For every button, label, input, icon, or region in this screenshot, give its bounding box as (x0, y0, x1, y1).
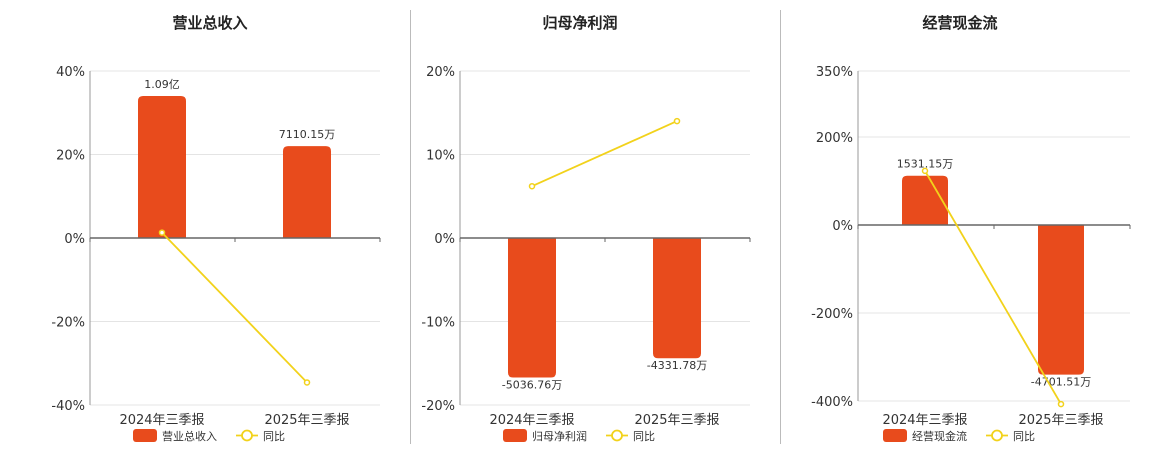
y-tick-label: -40% (51, 399, 85, 414)
y-tick-label: -20% (51, 316, 85, 331)
data-label: -4331.78万 (647, 359, 707, 372)
data-label: -5036.76万 (502, 378, 562, 391)
x-tick-label: 2025年三季报 (1018, 413, 1103, 428)
x-tick-label: 2024年三季报 (882, 413, 967, 428)
y-tick-label: 40% (56, 65, 85, 80)
legend-label: 同比 (263, 430, 285, 443)
chart-title: 营业总收入 (172, 14, 248, 32)
bar (283, 146, 331, 238)
x-tick-label: 2025年三季报 (264, 413, 349, 428)
legend-label: 同比 (633, 430, 655, 443)
line-point (1057, 400, 1065, 408)
data-label: 1.09亿 (144, 78, 180, 91)
legend-label: 营业总收入 (162, 429, 217, 443)
chart-panel: 40% 20% 0% -20% -40% 1.09亿 7110.15万 2024年三季报 202… (51, 65, 381, 443)
series-line (531, 120, 678, 188)
y-tick-label: 0% (434, 232, 455, 247)
legend-label: 经营现金流 (912, 429, 967, 443)
bar (902, 175, 948, 225)
series-line (161, 231, 308, 384)
data-label: -4701.51万 (1031, 376, 1091, 389)
legend-swatch-marker (991, 429, 1003, 442)
x-tick-label: 2024年三季报 (489, 413, 574, 428)
data-label: 1531.15万 (897, 158, 954, 171)
line-point (921, 167, 929, 175)
line-point (158, 229, 166, 236)
y-tick-label: 0% (64, 232, 85, 247)
bar (653, 238, 701, 359)
legend-label: 同比 (1013, 430, 1035, 443)
y-tick-label: 200% (816, 131, 853, 146)
bar (1038, 225, 1084, 375)
y-tick-label: -10% (421, 316, 455, 331)
chart-title: 归母净利润 (542, 14, 618, 32)
y-tick-label: 20% (56, 149, 85, 164)
legend-swatch-bar (133, 429, 157, 442)
panel-divider (410, 10, 411, 444)
y-tick-label: 20% (426, 65, 455, 80)
bar (508, 238, 556, 378)
legend-label: 归母净利润 (532, 429, 587, 443)
y-tick-label: -200% (811, 307, 853, 322)
legend-swatch-bar (883, 429, 907, 442)
line-point (528, 182, 536, 190)
legend-swatch-marker (611, 429, 623, 442)
x-tick-label: 2025年三季报 (634, 413, 719, 428)
chart-panel: 20% 10% 0% -10% -20% -5036.76万 -4331.78万 2024年三… (421, 65, 751, 443)
bar (138, 96, 186, 238)
chart-panel: 350% 200% 0% -200% -400% 1531.15万 -4701.51万 202… (811, 65, 1131, 443)
legend-swatch-bar (503, 429, 527, 442)
chart-title: 经营现金流 (922, 14, 998, 32)
line-point (303, 379, 311, 386)
series-line (924, 170, 1062, 405)
y-tick-label: -20% (421, 399, 455, 414)
y-tick-label: 350% (816, 65, 853, 80)
data-label: 7110.15万 (279, 128, 336, 141)
line-point (673, 117, 681, 125)
x-tick-label: 2024年三季报 (119, 413, 204, 428)
panel-divider (780, 10, 781, 444)
y-tick-label: -400% (811, 395, 853, 410)
legend-swatch-marker (241, 429, 253, 442)
y-tick-label: 0% (832, 219, 853, 234)
y-tick-label: 10% (426, 149, 455, 164)
